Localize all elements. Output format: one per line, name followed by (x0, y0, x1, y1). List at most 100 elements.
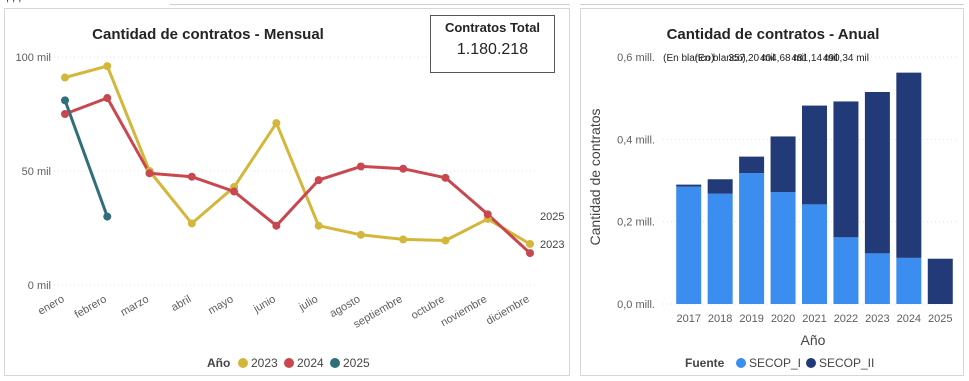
monthly-x-tick-label: diciembre (484, 293, 531, 327)
top-divider-left (170, 4, 570, 5)
legend-title-fuente: Fuente (685, 356, 725, 370)
annual-y-ticks: 0,0 mill. 0,2 mill. 0,4 mill. 0,6 mill. (617, 52, 655, 311)
top-divider-right (580, 4, 964, 5)
annual-top-data-label: (En blanco) (695, 53, 746, 64)
bar-SECOP_II-2020[interactable] (770, 136, 796, 193)
data-point-2023[interactable] (399, 235, 408, 244)
end-label-2025: 2025 (540, 211, 564, 223)
annual-x-tick-label: 2021 (802, 313, 826, 325)
annual-x-tick-label: 2020 (771, 313, 795, 325)
annual-chart-title: Cantidad de contratos - Anual (667, 26, 880, 43)
annual-legend[interactable]: Fuente SECOP_I SECOP_II (685, 356, 874, 370)
data-point-2023[interactable] (103, 62, 112, 71)
bar-SECOP_II-2018[interactable] (707, 179, 733, 194)
header-fragment: , , , (6, 0, 21, 4)
annual-y-tick-label: 0,2 mill. (617, 217, 655, 229)
bar-SECOP_I-2023[interactable] (864, 253, 890, 304)
data-point-2024[interactable] (483, 210, 492, 219)
bar-SECOP_I-2021[interactable] (802, 204, 827, 304)
data-point-2023[interactable] (272, 119, 281, 128)
bar-SECOP_II-2022[interactable] (833, 101, 859, 238)
bar-SECOP_I-2018[interactable] (707, 193, 733, 304)
annual-top-data-label: 481,14 mil (791, 53, 837, 64)
annual-x-tick-label: 2023 (865, 313, 889, 325)
bar-SECOP_I-2020[interactable] (770, 192, 796, 304)
data-point-2024[interactable] (103, 94, 112, 103)
data-point-2023[interactable] (61, 73, 69, 82)
annual-top-data-label: (En blanco) (663, 53, 714, 64)
annual-chart-panel[interactable]: Cantidad de contratos - Anual 0,0 mill. 0… (580, 8, 964, 376)
bar-SECOP_II-2019[interactable] (739, 156, 765, 174)
series-line-2025 (63, 99, 109, 218)
monthly-legend[interactable]: Año 2023 2024 2025 (207, 356, 370, 370)
monthly-x-tick-label: abril (169, 293, 193, 314)
contracts-total-title: Contratos Total (444, 20, 541, 35)
legend-label-2023: 2023 (251, 356, 278, 370)
legend-label-SECOP_II: SECOP_II (819, 356, 874, 370)
monthly-line-chart: Cantidad de contratos - Mensual 0 mil 50 … (16, 26, 565, 370)
annual-y-axis-title: Cantidad de contratos (587, 109, 603, 246)
annual-bar-chart: Cantidad de contratos - Anual 0,0 mill.0… (587, 26, 959, 370)
contracts-total-value: 1.180.218 (456, 41, 529, 58)
annual-x-tick-label: 2025 (928, 313, 952, 325)
annual-x-tick-label: 2022 (834, 313, 858, 325)
data-point-2023[interactable] (441, 236, 450, 245)
data-point-2024[interactable] (145, 169, 154, 178)
data-point-2024[interactable] (399, 164, 408, 173)
monthly-chart-panel[interactable]: Cantidad de contratos - Mensual 0 mil 50 … (4, 8, 570, 376)
bar-SECOP_I-2017[interactable] (676, 186, 702, 304)
data-point-2024[interactable] (356, 162, 365, 171)
data-point-2024[interactable] (230, 187, 239, 196)
data-point-2024[interactable] (314, 176, 323, 185)
bar-SECOP_II-2023[interactable] (864, 91, 890, 254)
series-line-2023 (64, 64, 531, 246)
data-point-2024[interactable] (526, 249, 534, 258)
legend-marker-2023 (238, 358, 248, 368)
data-point-2024[interactable] (187, 172, 196, 181)
data-point-2025[interactable] (61, 96, 69, 105)
monthly-x-tick-label: mayo (206, 293, 235, 317)
legend-marker-SECOP_I (736, 358, 746, 368)
contracts-total-card: Contratos Total 1.180.218 (430, 15, 555, 73)
bar-SECOP_I-2019[interactable] (739, 173, 765, 304)
data-point-2024[interactable] (61, 110, 69, 118)
legend-label-2025: 2025 (343, 356, 370, 370)
annual-top-data-label: 490,34 mil (823, 53, 869, 64)
legend-title-anio: Año (207, 356, 230, 370)
monthly-chart-title: Cantidad de contratos - Mensual (92, 26, 324, 43)
data-point-2023[interactable] (314, 221, 323, 230)
annual-x-tick-label: 2018 (708, 313, 732, 325)
monthly-x-tick-label: enero (36, 293, 66, 317)
monthly-y-ticks: 0 mil 50 mil 100 mil (16, 52, 51, 292)
monthly-y-tick-label: 50 mil (22, 166, 51, 178)
bar-SECOP_II-2017[interactable] (676, 184, 702, 187)
annual-x-tick-label: 2019 (739, 313, 763, 325)
monthly-series-lines (63, 64, 532, 255)
annual-top-data-label: 357,20 mil (729, 53, 775, 64)
monthly-x-tick-label: julio (296, 293, 320, 314)
data-point-2023[interactable] (356, 230, 365, 239)
data-point-2023[interactable] (187, 219, 196, 228)
bar-SECOP_II-2024[interactable] (896, 72, 922, 258)
legend-label-2024: 2024 (297, 356, 324, 370)
end-label-2023: 2023 (540, 239, 564, 251)
data-point-2024[interactable] (272, 221, 281, 230)
monthly-x-tick-label: marzo (119, 293, 151, 319)
bar-SECOP_I-2022[interactable] (833, 237, 859, 304)
series-line-2024 (64, 96, 532, 255)
monthly-x-tick-label: febrero (73, 293, 109, 321)
annual-y-tick-label: 0,6 mill. (617, 52, 655, 64)
legend-marker-2025 (330, 358, 340, 368)
data-point-2024[interactable] (441, 173, 450, 182)
monthly-grid (50, 56, 535, 286)
bar-SECOP_II-2025[interactable] (927, 258, 953, 304)
data-point-2025[interactable] (103, 212, 112, 221)
bar-SECOP_I-2024[interactable] (896, 257, 922, 304)
monthly-y-tick-label: 0 mil (28, 280, 51, 292)
legend-marker-SECOP_II (806, 358, 816, 368)
monthly-x-tick-label: noviembre (439, 293, 489, 329)
bar-SECOP_II-2021[interactable] (802, 105, 827, 205)
monthly-x-tick-label: junio (251, 293, 278, 316)
data-point-2023[interactable] (526, 239, 534, 248)
